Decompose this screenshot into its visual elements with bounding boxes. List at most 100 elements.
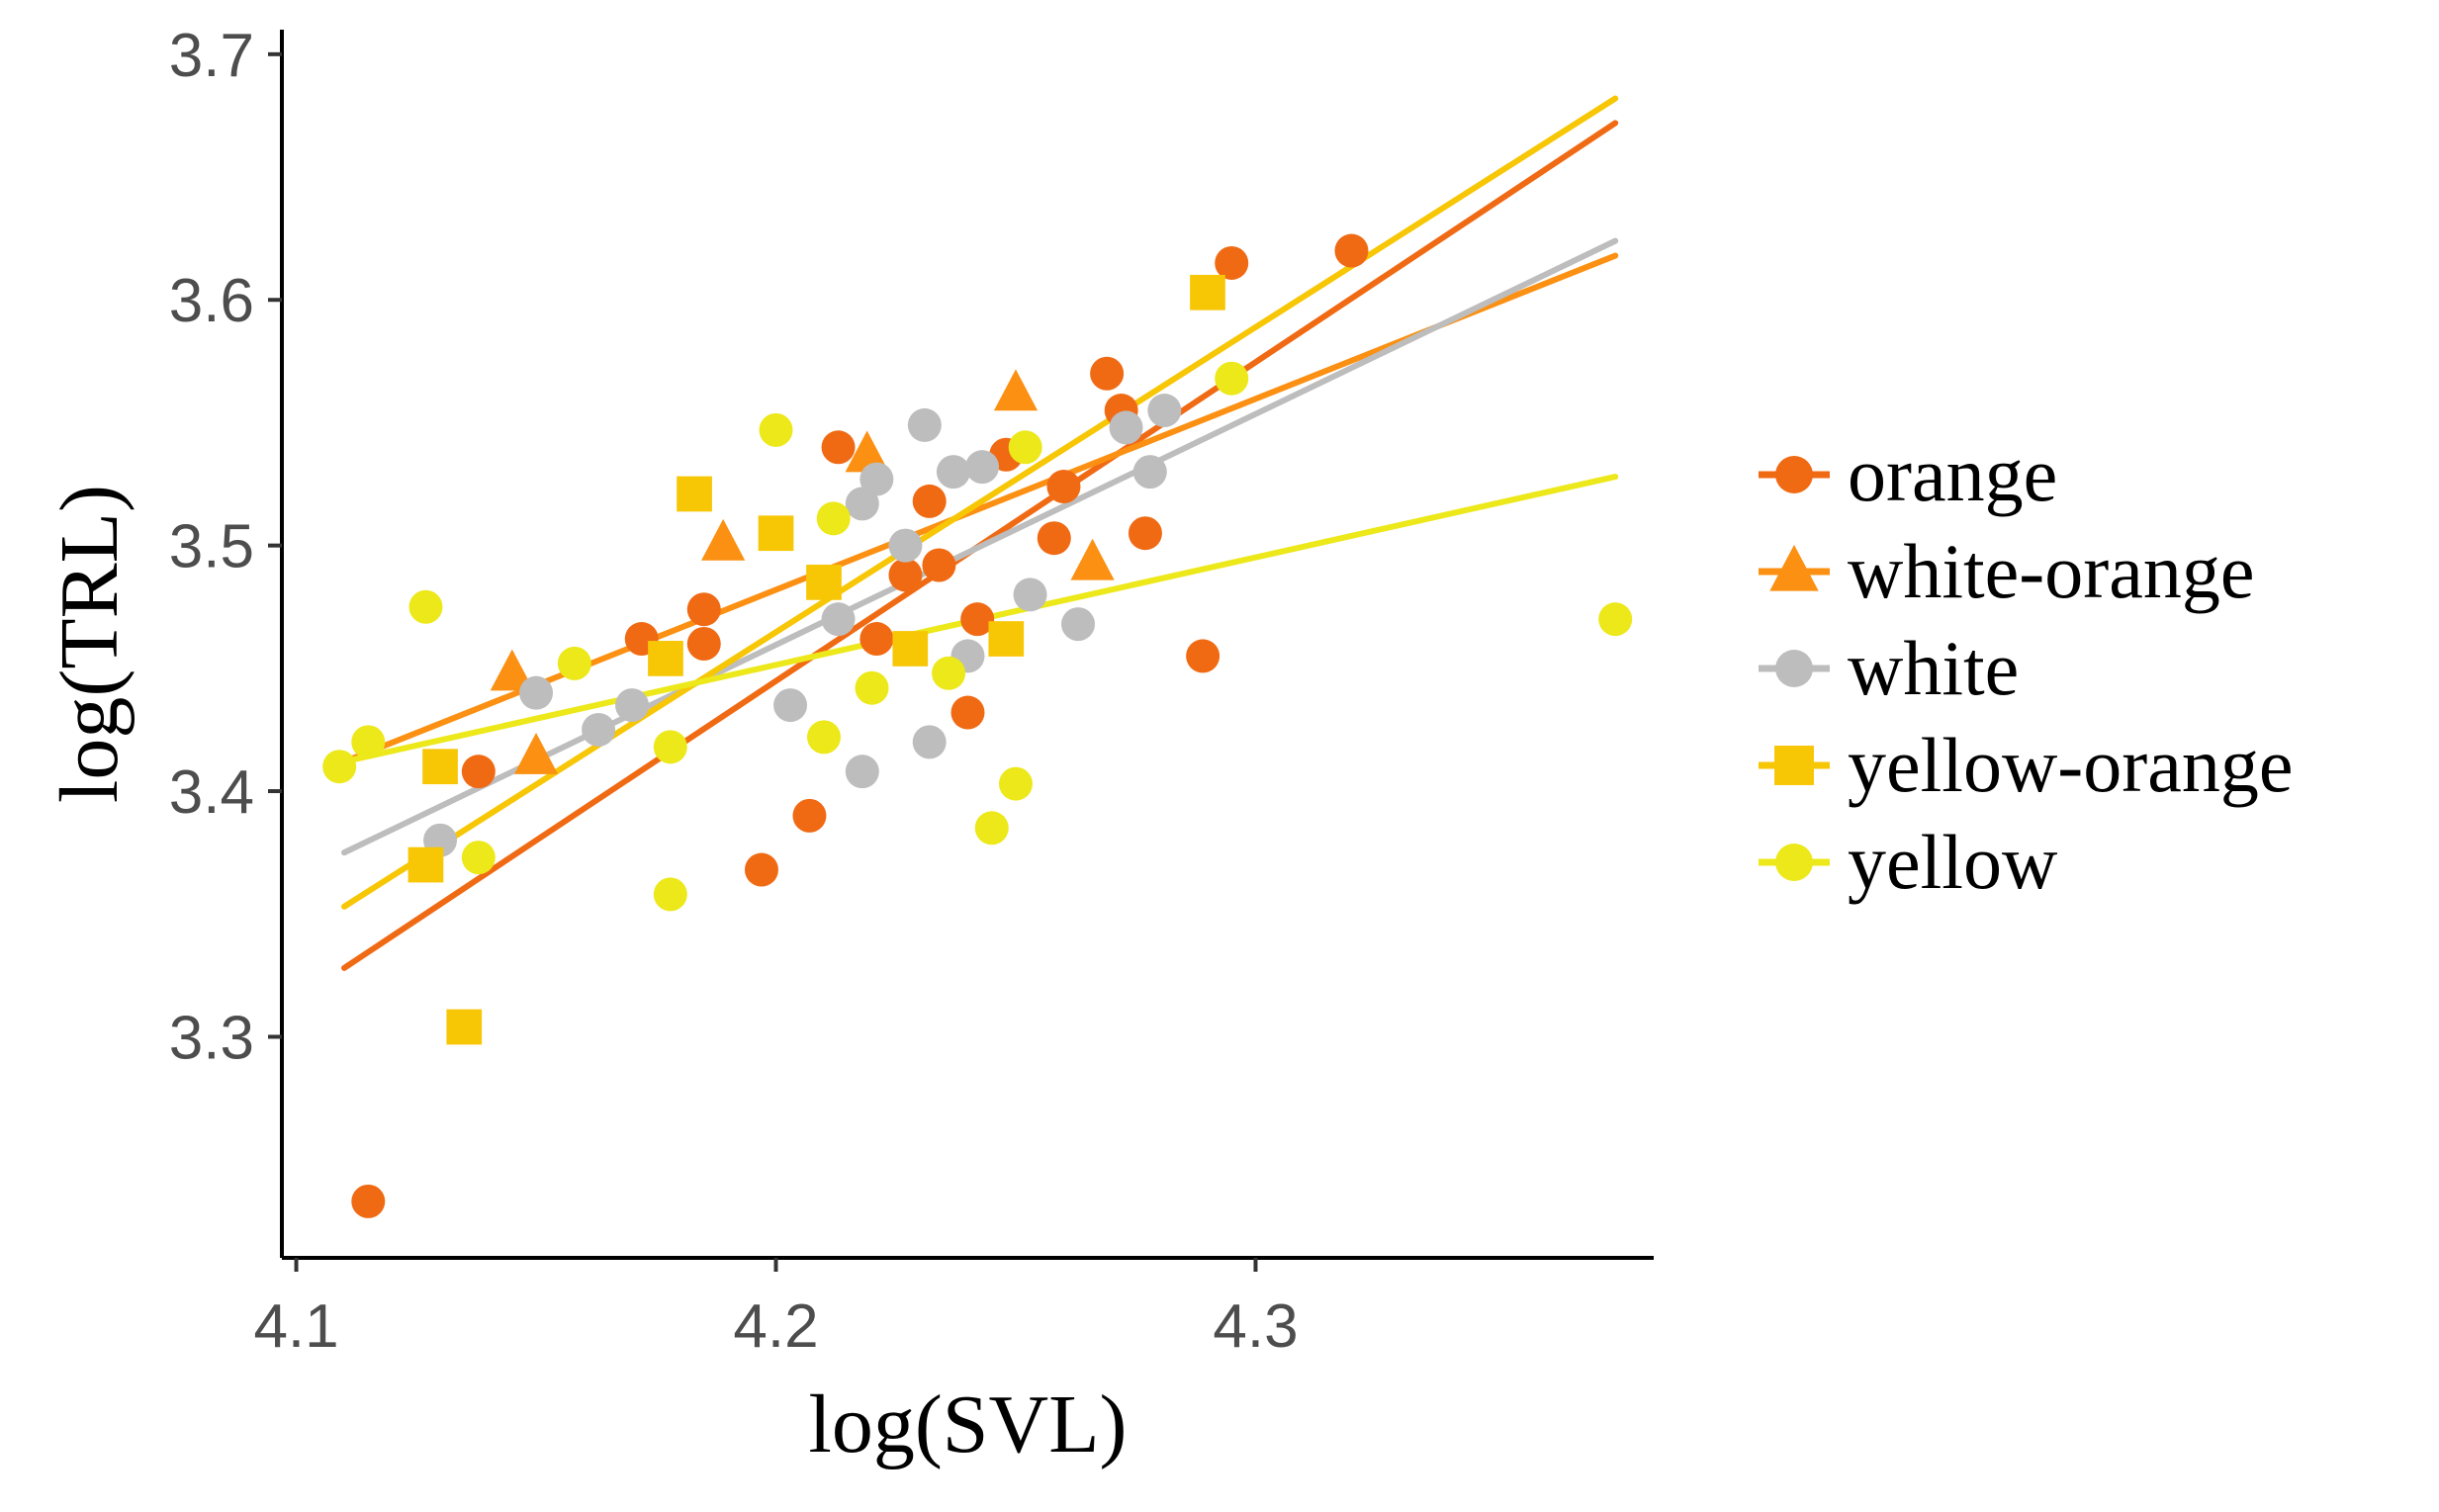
point-orange (744, 852, 778, 887)
legend-marker-yellow-orange (1774, 746, 1814, 785)
y-axis-ticks: 3.3 3.4 3.5 3.6 3.7 (169, 22, 282, 1072)
point-yellow (461, 841, 496, 875)
point-yellow-orange (1190, 274, 1225, 311)
point-orange (686, 627, 721, 661)
point-white-orange (513, 733, 559, 774)
point-orange (1186, 639, 1220, 673)
point-white-orange (993, 369, 1039, 411)
point-yellow-orange (988, 621, 1025, 657)
point-yellow (1598, 602, 1633, 637)
point-orange (1128, 516, 1162, 551)
legend-label-orange: orange (1848, 431, 2057, 517)
point-orange (922, 548, 956, 582)
point-yellow (974, 811, 1009, 845)
point-white-orange (490, 649, 534, 691)
point-yellow (855, 670, 889, 705)
point-yellow (759, 412, 793, 447)
point-white (1132, 455, 1167, 489)
y-tick-label: 3.6 (169, 267, 254, 335)
point-white (582, 712, 616, 747)
legend-marker-white (1775, 650, 1813, 687)
point-yellow-orange (422, 749, 458, 785)
point-white-orange (845, 430, 889, 473)
point-white-orange (1070, 538, 1115, 580)
point-orange (461, 755, 496, 789)
legend-marker-white-orange (1769, 544, 1819, 591)
point-white (519, 675, 554, 710)
legend-marker-orange (1775, 456, 1813, 493)
legend-label-white: white (1848, 625, 2019, 711)
y-tick-label: 3.4 (169, 758, 254, 827)
legend-marker-yellow (1775, 844, 1813, 881)
point-white-orange (701, 518, 746, 561)
legend-label-yellow: yellow (1848, 819, 2057, 905)
point-yellow-orange (806, 565, 842, 600)
x-tick-label: 4.1 (253, 1292, 338, 1361)
point-orange (351, 1184, 386, 1218)
point-white (912, 725, 947, 759)
y-tick-label: 3.3 (169, 1004, 254, 1072)
y-tick-label: 3.5 (169, 513, 254, 581)
point-white (615, 688, 650, 723)
legend-label-yellow-orange: yellow-orange (1848, 722, 2293, 808)
point-yellow-orange (648, 641, 683, 676)
point-yellow-orange (758, 515, 794, 552)
point-orange (1215, 245, 1249, 280)
point-white (1013, 578, 1047, 612)
point-yellow (998, 766, 1033, 801)
point-yellow (653, 877, 687, 912)
point-white (936, 455, 970, 489)
point-yellow (557, 646, 591, 680)
point-white (888, 528, 923, 563)
point-white (965, 450, 1000, 485)
point-yellow-orange (446, 1009, 483, 1045)
data-points (322, 233, 1633, 1218)
point-orange (912, 484, 947, 518)
point-yellow (351, 725, 386, 759)
fit-line-yellow-orange (341, 95, 1619, 910)
point-white (1061, 607, 1096, 642)
y-axis-title: log(TRL) (44, 485, 136, 803)
point-orange (859, 622, 894, 657)
point-orange (1090, 356, 1125, 391)
point-yellow (932, 656, 966, 690)
legend-item-orange: orange (1759, 431, 2057, 517)
fit-line-white (341, 237, 1619, 856)
x-tick-label: 4.2 (733, 1292, 818, 1361)
point-white (1109, 410, 1143, 445)
point-white (773, 688, 808, 723)
point-orange (960, 602, 995, 637)
point-orange (950, 695, 985, 730)
point-yellow-orange (677, 476, 712, 512)
legend: orange white-orange white yellow-orange yell… (1759, 431, 2293, 905)
point-yellow-orange (407, 846, 444, 883)
y-tick-label: 3.7 (169, 22, 254, 90)
point-orange (1037, 521, 1071, 556)
legend-item-white: white (1759, 625, 2019, 711)
point-yellow (322, 750, 357, 784)
legend-item-yellow: yellow (1759, 819, 2057, 905)
point-yellow (1008, 430, 1042, 465)
point-white (1147, 394, 1182, 428)
point-orange (888, 558, 923, 592)
point-yellow (653, 730, 687, 764)
point-white (821, 602, 856, 637)
point-orange (1334, 233, 1369, 268)
point-yellow (408, 589, 443, 624)
x-axis-ticks: 4.1 4.2 4.3 (253, 1258, 1299, 1361)
point-white (845, 487, 879, 521)
plot-area (322, 95, 1633, 1218)
point-orange (1046, 470, 1081, 504)
point-yellow (1215, 361, 1249, 396)
point-orange (821, 430, 856, 465)
legend-label-white-orange: white-orange (1848, 528, 2254, 614)
x-axis-title: log(SVL) (809, 1379, 1128, 1470)
point-white (845, 755, 879, 789)
point-white (859, 462, 894, 496)
legend-item-yellow-orange: yellow-orange (1759, 722, 2293, 808)
point-yellow (816, 501, 851, 536)
point-yellow-orange (892, 631, 929, 667)
point-orange (792, 798, 827, 833)
point-white (907, 407, 942, 442)
